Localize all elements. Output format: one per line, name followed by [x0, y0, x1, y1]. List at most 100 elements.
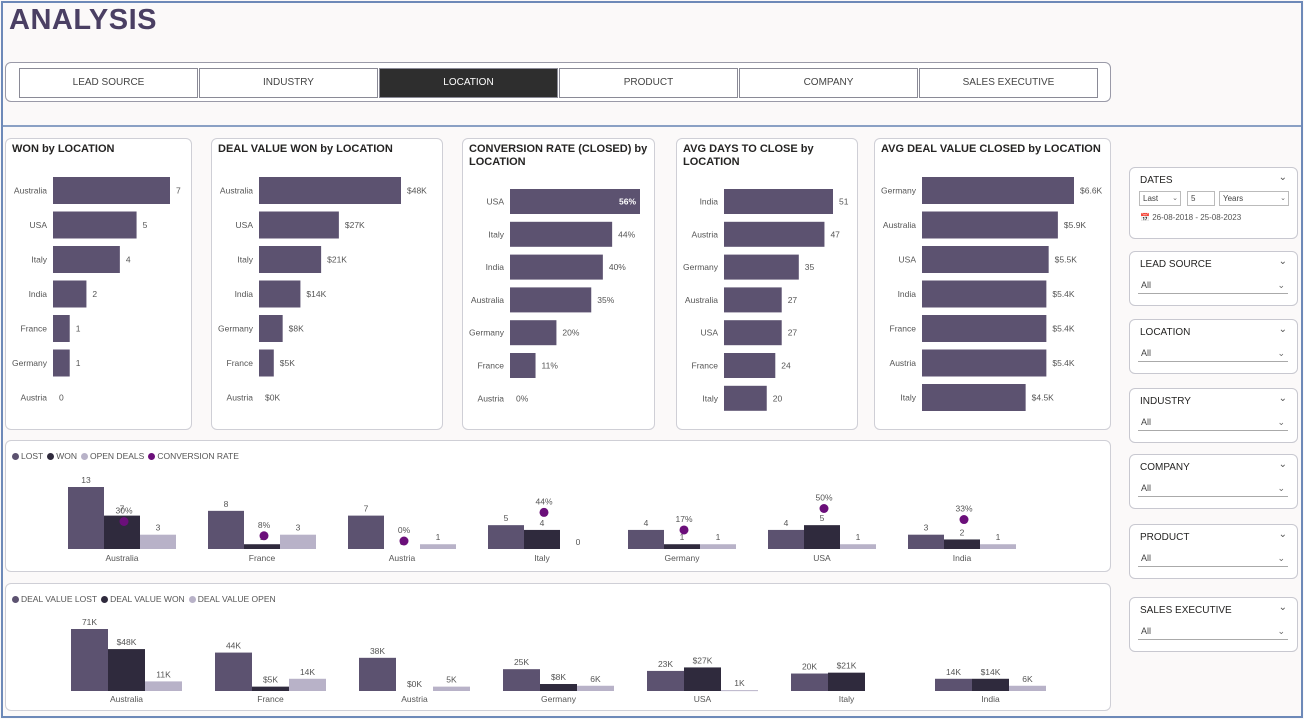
sales-executive-slicer[interactable]: SALES EXECUTIVE ⌄ All ⌄: [1129, 597, 1298, 652]
legend-deal-value-lost[interactable]: DEAL VALUE LOST: [12, 594, 97, 604]
deals-by-location-card[interactable]: LOST WON OPEN DEALS CONVERSION RATE 13 7 3…: [5, 440, 1111, 572]
chevron-down-icon[interactable]: ⌄: [1278, 256, 1287, 267]
category-label: Italy: [900, 393, 916, 403]
chevron-down-icon[interactable]: ⌄: [1278, 602, 1287, 613]
category-label: France: [21, 324, 48, 334]
category-label: India: [953, 553, 972, 563]
data-label: 7: [176, 186, 181, 196]
chevron-down-icon[interactable]: ⌄: [1278, 459, 1287, 470]
column: [433, 686, 470, 691]
data-label: 24: [781, 361, 791, 371]
count-input[interactable]: 5: [1187, 191, 1215, 206]
chevron-down-icon[interactable]: ⌄: [1278, 324, 1287, 335]
slicer-title: LEAD SOURCE: [1140, 259, 1212, 270]
dates-slicer[interactable]: DATES ⌄ Last ⌄ 5 Years ⌄ 📅 26-08-2018 - 25…: [1129, 167, 1298, 239]
chevron-down-icon: ⌄: [1172, 195, 1178, 202]
data-label: 0%: [516, 393, 529, 403]
data-label: $5K: [263, 675, 278, 685]
data-label: 2: [92, 289, 97, 299]
company-dropdown[interactable]: All ⌄: [1138, 479, 1288, 497]
product-dropdown[interactable]: All ⌄: [1138, 549, 1288, 567]
legend-open-deals[interactable]: OPEN DEALS: [80, 451, 144, 461]
period-dropdown[interactable]: Last ⌄: [1139, 191, 1181, 206]
category-label: India: [700, 197, 719, 207]
tab-product[interactable]: PRODUCT: [559, 68, 738, 98]
bar: [724, 221, 825, 247]
data-label: 5: [143, 220, 148, 230]
conversion-label: 44%: [535, 496, 552, 506]
chevron-down-icon[interactable]: ⌄: [1278, 529, 1287, 540]
product-slicer[interactable]: PRODUCT ⌄ All ⌄: [1129, 524, 1298, 579]
data-label: 27: [788, 328, 798, 338]
slicer-title: PRODUCT: [1140, 532, 1190, 543]
column: [215, 652, 252, 691]
chart-title: AVG DAYS TO CLOSE by LOCATION: [683, 143, 814, 169]
chart-title-line1: AVG DAYS TO CLOSE by: [683, 143, 814, 155]
column: [145, 681, 182, 691]
conversion-rate-card[interactable]: CONVERSION RATE (CLOSED) by LOCATION USA 5…: [462, 138, 655, 430]
chart-title-line1: CONVERSION RATE (CLOSED) by: [469, 143, 648, 155]
bar: [922, 280, 1047, 308]
legend-deal-value-won[interactable]: DEAL VALUE WON: [101, 594, 185, 604]
bar: [259, 211, 339, 239]
conversion-marker: [259, 531, 269, 541]
location-slicer[interactable]: LOCATION ⌄ All ⌄: [1129, 319, 1298, 374]
data-label: 51: [839, 197, 849, 207]
category-label: Austria: [478, 393, 505, 403]
legend-conversion-rate[interactable]: CONVERSION RATE: [148, 451, 239, 461]
chart-title-line2: LOCATION: [683, 156, 740, 168]
location-dropdown[interactable]: All ⌄: [1138, 344, 1288, 362]
industry-slicer[interactable]: INDUSTRY ⌄ All ⌄: [1129, 388, 1298, 443]
unit-dropdown[interactable]: Years ⌄: [1219, 191, 1289, 206]
data-label: 1K: [734, 678, 745, 688]
category-label: Italy: [237, 255, 253, 265]
chevron-down-icon: ⌄: [1280, 195, 1286, 202]
category-label: Australia: [220, 186, 253, 196]
slicer-title: LOCATION: [1140, 327, 1191, 338]
slicer-title: SALES EXECUTIVE: [1140, 605, 1232, 616]
legend-won[interactable]: WON: [47, 451, 77, 461]
column: [768, 529, 804, 549]
data-label: 7: [364, 504, 369, 514]
chevron-down-icon[interactable]: ⌄: [1278, 172, 1287, 183]
category-label: USA: [236, 220, 254, 230]
category-label: France: [227, 358, 254, 368]
data-label: 3: [296, 523, 301, 533]
lead-source-dropdown[interactable]: All ⌄: [1138, 276, 1288, 294]
data-label: $14K: [981, 667, 1001, 677]
tab-location[interactable]: LOCATION: [379, 68, 558, 98]
category-label: USA: [30, 220, 48, 230]
category-label: France: [692, 361, 719, 371]
category-label: Austria: [227, 393, 254, 403]
bar: [53, 211, 137, 239]
calendar-icon: 📅: [1140, 213, 1150, 222]
won-by-location-card[interactable]: WON by LOCATION Australia 7 USA 5 Italy 4 Indi…: [5, 138, 192, 430]
legend-lost-marker: [12, 453, 19, 461]
column: [1009, 685, 1046, 691]
tab-lead-source[interactable]: LEAD SOURCE: [19, 68, 198, 98]
data-label: 14K: [946, 667, 961, 677]
deal-value-won-card[interactable]: DEAL VALUE WON by LOCATION Australia $48K…: [211, 138, 443, 430]
company-slicer[interactable]: COMPANY ⌄ All ⌄: [1129, 454, 1298, 509]
legend-lost-marker: [12, 596, 19, 604]
tab-industry[interactable]: INDUSTRY: [199, 68, 378, 98]
deal-value-by-location-card[interactable]: DEAL VALUE LOST DEAL VALUE WON DEAL VALU…: [5, 583, 1111, 711]
column: [488, 525, 524, 549]
avg-days-to-close-card[interactable]: AVG DAYS TO CLOSE by LOCATION India 51 Aust…: [676, 138, 858, 430]
column: [664, 544, 700, 549]
legend-deal-value-open[interactable]: DEAL VALUE OPEN: [188, 594, 276, 604]
column: [944, 539, 980, 549]
sales-executive-dropdown[interactable]: All ⌄: [1138, 622, 1288, 640]
tab-sales-executive[interactable]: SALES EXECUTIVE: [919, 68, 1098, 98]
column: [577, 685, 614, 691]
data-label: 44%: [618, 229, 635, 239]
chevron-down-icon[interactable]: ⌄: [1278, 393, 1287, 404]
bar: [259, 349, 274, 377]
lead-source-slicer[interactable]: LEAD SOURCE ⌄ All ⌄: [1129, 251, 1298, 306]
tab-company[interactable]: COMPANY: [739, 68, 918, 98]
industry-dropdown[interactable]: All ⌄: [1138, 413, 1288, 431]
avg-deal-value-card[interactable]: AVG DEAL VALUE CLOSED by LOCATION German…: [874, 138, 1111, 430]
data-label: 0: [576, 537, 581, 547]
legend-lost[interactable]: LOST: [12, 451, 43, 461]
data-label: $5.4K: [1052, 289, 1075, 299]
